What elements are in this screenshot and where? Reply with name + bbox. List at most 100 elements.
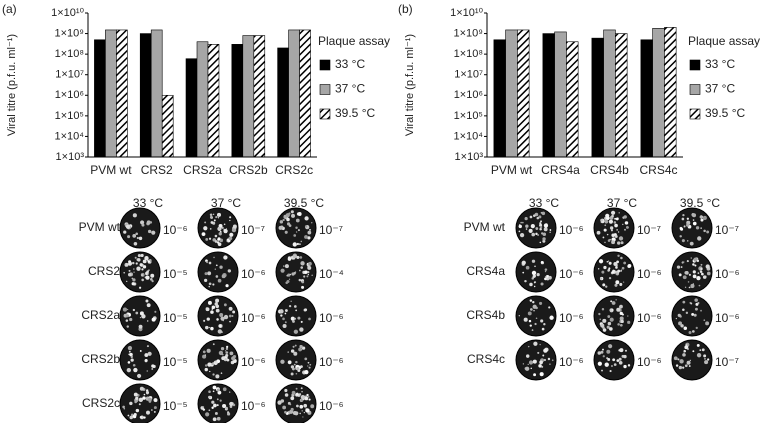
plaque-spot — [219, 265, 223, 269]
plaque-spot — [128, 353, 131, 356]
plaque-spot — [293, 329, 299, 334]
plaque-spot — [284, 312, 287, 315]
plaque-spot — [202, 408, 206, 411]
plaque-spot — [307, 274, 309, 276]
plaque-spot — [307, 395, 310, 398]
y-tick-label: 1×10⁴ — [453, 130, 483, 142]
plaque-spot — [617, 231, 620, 233]
plaque-spot — [618, 212, 620, 214]
plaque-spot — [225, 406, 228, 410]
plaque-spot — [208, 395, 211, 399]
plaque-spot — [616, 228, 619, 231]
plaque-spot — [299, 256, 303, 259]
plaque-spot — [622, 281, 625, 283]
plaque-spot — [208, 285, 211, 288]
plaque-spot — [216, 318, 219, 321]
plaque-image — [515, 207, 557, 249]
plaque-spot — [127, 361, 131, 364]
plaque-spot — [539, 241, 542, 244]
plaque-spot — [543, 227, 548, 232]
plaque-spot — [217, 329, 223, 334]
dilution-label: 10⁻⁷ — [715, 223, 739, 237]
plaque-spot — [673, 356, 678, 361]
plaque-spot — [597, 268, 600, 270]
plaque-spot — [226, 240, 229, 243]
plaque-spot — [524, 366, 530, 371]
legend-title: Plaque assay — [688, 34, 760, 48]
plaque-spot — [684, 271, 688, 275]
dilution-label: 10⁻⁷ — [715, 355, 739, 369]
plaque-spot — [138, 403, 141, 406]
plaque-spot — [301, 280, 305, 284]
plaque-spot — [215, 275, 219, 278]
dilution-label: 10⁻⁶ — [241, 355, 266, 369]
plaque-spot — [543, 348, 548, 353]
legend-label: 37 °C — [335, 82, 365, 96]
plaque-spot — [543, 323, 546, 326]
plaque-spot — [705, 321, 710, 326]
plaque-spot — [296, 242, 300, 246]
plaque-spot — [125, 224, 131, 229]
plaque-spot — [136, 373, 142, 379]
plaque-spot — [540, 282, 544, 286]
plaque-image — [119, 251, 161, 293]
plaque-spot — [602, 283, 606, 287]
plaque-spot — [285, 213, 290, 218]
plaque-spot — [143, 416, 146, 419]
plaque-spot — [599, 318, 601, 320]
plaque-spot — [128, 269, 131, 272]
x-tick-label: PVM wt — [491, 163, 533, 177]
plaque-spot — [615, 280, 620, 285]
legend-label: 37 °C — [705, 82, 735, 96]
plaque-spot — [682, 308, 685, 311]
y-tick-label: 1×10³ — [455, 151, 484, 163]
plaque-spot — [619, 282, 623, 286]
plaque-image — [119, 295, 161, 337]
plaque-spot — [539, 225, 543, 229]
plaque-spot — [621, 266, 625, 270]
plaque-spot — [300, 240, 303, 243]
plaque-spot — [153, 398, 158, 402]
plaque-spot — [692, 274, 697, 279]
plaque-spot — [544, 270, 547, 273]
plaque-spot — [533, 285, 536, 288]
bar — [207, 44, 220, 158]
plaque-spot — [308, 317, 311, 321]
plaque-image — [197, 383, 239, 423]
plaque-spot — [288, 304, 292, 308]
dilution-label: 10⁻⁶ — [241, 311, 266, 325]
plaque-spot — [611, 308, 614, 311]
plaque-spot — [682, 213, 685, 217]
plaque-spot — [144, 358, 148, 362]
plaque-spot — [678, 273, 682, 277]
plaque-spot — [284, 410, 287, 414]
plaque-spot — [699, 349, 702, 352]
plaque-spot — [700, 267, 703, 271]
plaque-spot — [226, 345, 229, 348]
plaque-spot — [127, 235, 131, 239]
plaque-spot — [223, 303, 227, 307]
plaque-spot — [284, 388, 288, 393]
legend-swatch — [319, 59, 331, 71]
plaque-spot — [541, 211, 546, 216]
plaque-spot — [603, 265, 607, 270]
plaque-spot — [300, 320, 303, 323]
plaque-spot — [134, 400, 137, 404]
plaque-spot — [623, 354, 627, 359]
plaque-spot — [696, 275, 701, 281]
plaque-spot — [284, 230, 288, 234]
plaque-spot — [688, 286, 691, 289]
plaque-spot — [214, 302, 218, 306]
plaque-spot — [530, 224, 535, 229]
bar — [554, 31, 567, 158]
y-tick-label: 1×10⁴ — [54, 130, 84, 142]
plaque-spot — [231, 227, 237, 233]
plaque-spot — [683, 326, 688, 331]
plaque-spot — [150, 396, 152, 399]
plaque-spot — [689, 359, 691, 362]
plaque-spot — [293, 351, 298, 356]
plaque-spot — [541, 327, 545, 331]
plaque-spot — [220, 347, 225, 351]
plaque-spot — [600, 323, 605, 328]
